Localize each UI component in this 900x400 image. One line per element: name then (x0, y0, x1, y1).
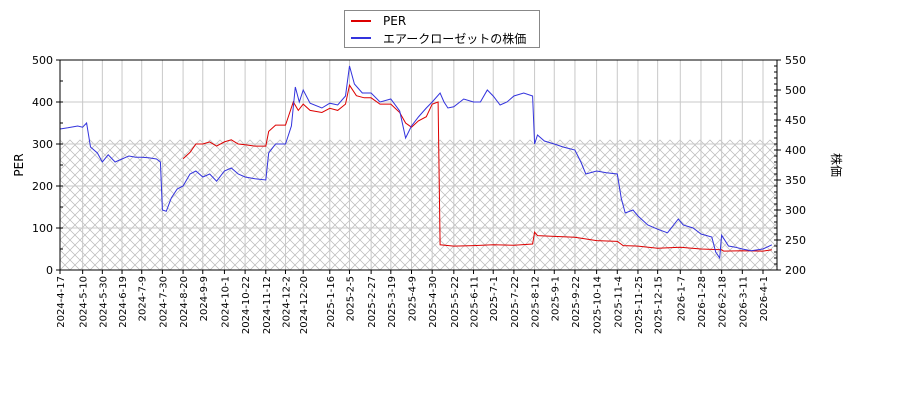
y2-tick-label: 500 (785, 84, 806, 97)
x-tick-label: 2025-7-1 (489, 276, 500, 321)
x-tick-label: 2024-10-22 (241, 276, 252, 334)
y-tick-label: 300 (32, 138, 53, 151)
x-tick-label: 2026-3-11 (738, 276, 749, 328)
x-tick-label: 2024-7-9 (138, 276, 149, 321)
x-tick-label: 2024-6-19 (118, 276, 129, 328)
y-axis-label: PER (12, 153, 26, 176)
x-tick-label: 2025-1-16 (326, 276, 337, 328)
plot-area (60, 60, 777, 270)
legend-label-per: PER (383, 14, 407, 28)
legend: PER エアークローゼットの株価 (344, 10, 540, 48)
x-tick-label: 2024-10-1 (220, 276, 231, 328)
x-tick-label: 2025-5-22 (450, 276, 461, 328)
x-tick-label: 2024-8-20 (179, 276, 190, 328)
x-tick-label: 2024-11-12 (262, 276, 273, 334)
x-tick-label: 2025-6-11 (470, 276, 481, 328)
x-tick-label: 2026-1-28 (697, 276, 708, 328)
series-stock-price (59, 65, 773, 260)
legend-item-per: PER (351, 13, 406, 29)
y2-tick-label: 250 (785, 234, 806, 247)
y2-tick-label: 400 (785, 144, 806, 157)
x-tick-label: 2025-11-25 (634, 276, 645, 334)
x-tick-label: 2024-9-9 (199, 276, 210, 321)
x-tick-label: 2025-4-30 (428, 276, 439, 328)
x-tick-label: 2025-3-19 (387, 276, 398, 328)
y-tick-label: 200 (32, 180, 53, 193)
x-tick-label: 2025-11-4 (613, 276, 624, 328)
x-tick-label: 2026-2-18 (718, 276, 729, 328)
y2-tick-label: 550 (785, 54, 806, 67)
x-tick-label: 2026-4-1 (759, 276, 770, 321)
y-tick-label: 100 (32, 222, 53, 235)
y2-axis-label: 株価 (829, 153, 844, 177)
x-tick-label: 2024-7-30 (158, 276, 169, 328)
x-tick-label: 2024-12-20 (299, 276, 310, 334)
y-tick-label: 0 (46, 264, 53, 277)
y2-tick-label: 200 (785, 264, 806, 277)
legend-swatch-stock-price (351, 37, 371, 39)
x-tick-label: 2025-9-1 (550, 276, 561, 321)
series-lines (59, 65, 773, 260)
x-tick-label: 2025-9-22 (571, 276, 582, 328)
x-tick-label: 2024-4-17 (56, 276, 67, 328)
x-tick-label: 2025-7-22 (510, 276, 521, 328)
axes: 0 100 200 300 400 500 200 250 300 350 400 450 500 550… (32, 54, 806, 334)
x-tick-label: 2025-10-14 (593, 276, 604, 334)
x-tick-label: 2024-12-2 (281, 276, 292, 328)
legend-label-stock-price: エアークローゼットの株価 (383, 31, 527, 46)
y2-tick-label: 450 (785, 114, 806, 127)
x-tick-label: 2024-5-10 (79, 276, 90, 328)
x-tick-label: 2025-12-15 (654, 276, 665, 334)
x-tick-label: 2024-5-30 (98, 276, 109, 328)
x-tick-label: 2026-1-7 (676, 276, 687, 321)
y-tick-label: 500 (32, 54, 53, 67)
x-tick-label: 2025-4-9 (408, 276, 419, 321)
x-tick-label: 2025-8-12 (531, 276, 542, 328)
x-tick-label: 2025-2-27 (367, 276, 378, 328)
gridlines (59, 59, 777, 271)
y2-tick-label: 350 (785, 174, 806, 187)
legend-swatch-per (351, 20, 371, 22)
x-tick-label: 2025-2-5 (345, 276, 356, 321)
series-per (182, 83, 772, 252)
y-tick-label: 400 (32, 96, 53, 109)
legend-item-stock-price: エアークローゼットの株価 (351, 30, 526, 46)
y2-tick-label: 300 (785, 204, 806, 217)
